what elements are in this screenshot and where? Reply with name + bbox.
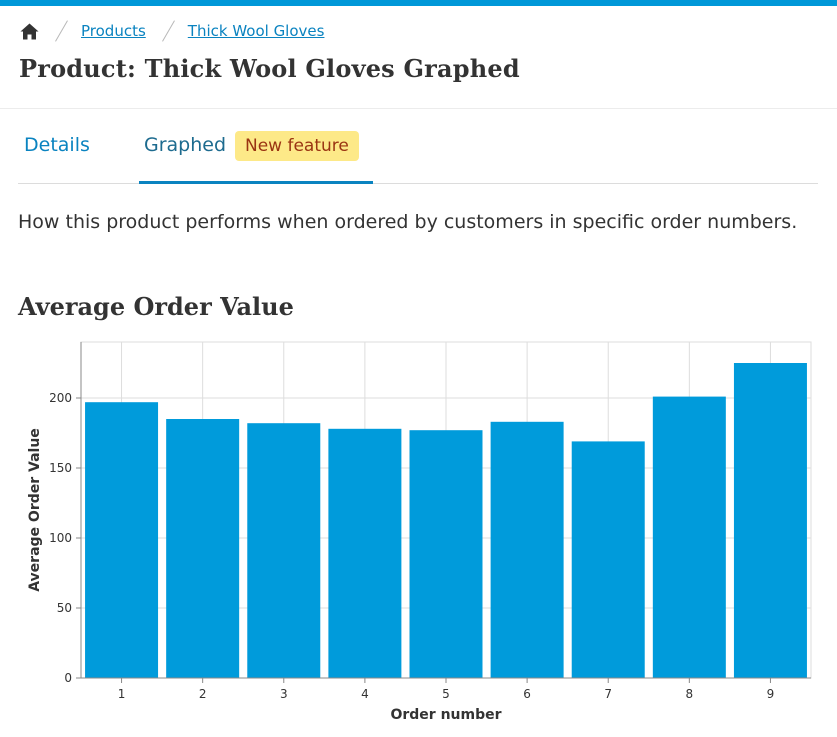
x-tick-label: 7	[604, 687, 612, 701]
home-icon[interactable]	[19, 21, 39, 41]
bar-order-9	[733, 363, 807, 678]
x-axis-title: Order number	[390, 707, 501, 723]
bar-order-6	[490, 421, 564, 678]
x-tick-label: 2	[199, 687, 207, 701]
tab-bar: Details Graphed New feature	[18, 110, 818, 184]
bar-order-5	[409, 430, 483, 678]
section-title: Average Order Value	[18, 292, 294, 321]
y-tick-label: 200	[49, 391, 72, 405]
page-title: Product: Thick Wool Gloves Graphed	[19, 54, 520, 83]
x-tick-label: 8	[686, 687, 694, 701]
chart-axes: 0 50 100 150 200 1 2 3 4 5 6 7 8 9	[49, 342, 811, 701]
x-tick-label: 6	[523, 687, 531, 701]
chart-bars	[85, 363, 807, 678]
breadcrumb-separator	[163, 20, 175, 42]
tab-details[interactable]: Details	[24, 134, 90, 156]
header-divider	[0, 108, 837, 109]
bar-order-2	[166, 419, 240, 678]
x-tick-label: 5	[442, 687, 450, 701]
y-tick-label: 100	[49, 531, 72, 545]
tab-graphed[interactable]: Graphed New feature	[139, 110, 373, 184]
intro-text: How this product performs when ordered b…	[18, 211, 798, 233]
bar-order-3	[247, 423, 321, 678]
x-tick-label: 3	[280, 687, 288, 701]
y-axis-title: Average Order Value	[27, 428, 43, 592]
bar-order-4	[328, 428, 402, 678]
top-accent-bar	[0, 0, 837, 6]
new-feature-badge: New feature	[235, 131, 359, 161]
breadcrumb: Products Thick Wool Gloves	[19, 18, 324, 44]
bar-order-1	[85, 402, 159, 678]
y-tick-label: 150	[49, 461, 72, 475]
y-tick-label: 50	[57, 601, 72, 615]
x-tick-label: 1	[118, 687, 126, 701]
x-tick-label: 9	[767, 687, 775, 701]
breadcrumb-product-link[interactable]: Thick Wool Gloves	[187, 22, 325, 40]
y-tick-label: 0	[64, 671, 72, 685]
breadcrumb-products-link[interactable]: Products	[81, 22, 146, 40]
bar-order-8	[652, 396, 726, 678]
average-order-value-chart: 0 50 100 150 200 1 2 3 4 5 6 7 8 9 Order number Avera…	[27, 341, 812, 723]
x-tick-label: 4	[361, 687, 369, 701]
tab-graphed-label: Graphed	[144, 134, 227, 156]
breadcrumb-separator	[56, 20, 68, 42]
bar-order-7	[571, 441, 645, 678]
